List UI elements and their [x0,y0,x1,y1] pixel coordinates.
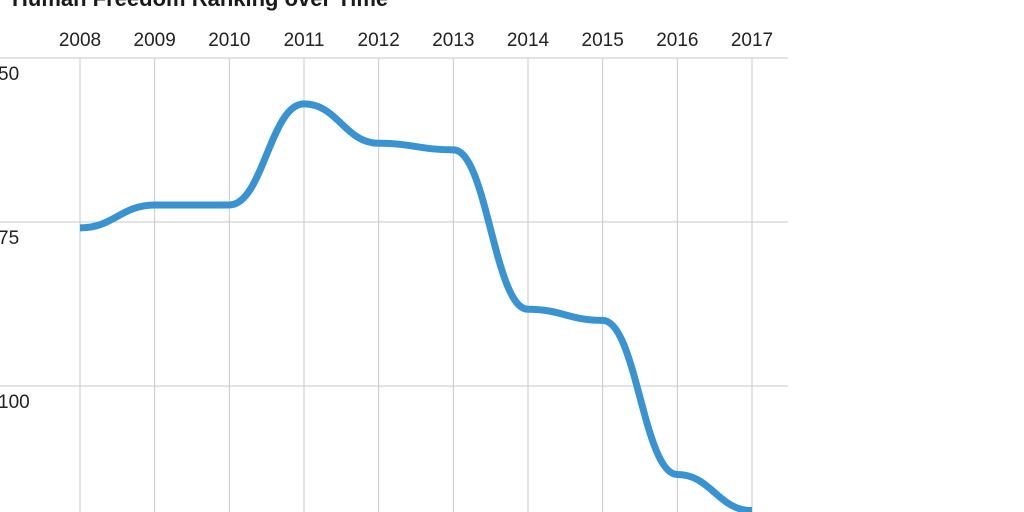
x-tick-label: 2010 [208,30,250,51]
y-tick-label: 75 [0,228,19,249]
x-tick-label: 2015 [582,30,624,51]
x-tick-label: 2013 [432,30,474,51]
y-axis-ticks: 50 75 100 [0,64,30,413]
y-tick-label: 100 [0,392,30,413]
x-tick-label: 2009 [134,30,176,51]
x-tick-label: 2017 [731,30,773,51]
x-axis-ticks: 2008 2009 2010 2011 2012 2013 2014 2015 2016 2017 [59,30,773,51]
x-tick-label: 2014 [507,30,550,51]
y-tick-label: 50 [0,64,19,85]
chart-title: Human Freedom Ranking over Time [12,0,388,12]
x-tick-label: 2011 [284,30,325,51]
x-tick-label: 2016 [656,30,698,51]
grid-lines [0,57,788,512]
series-lines [79,100,753,512]
series-line-0 [79,100,753,512]
x-tick-label: 2012 [358,30,400,51]
x-tick-label: 2008 [59,30,101,51]
